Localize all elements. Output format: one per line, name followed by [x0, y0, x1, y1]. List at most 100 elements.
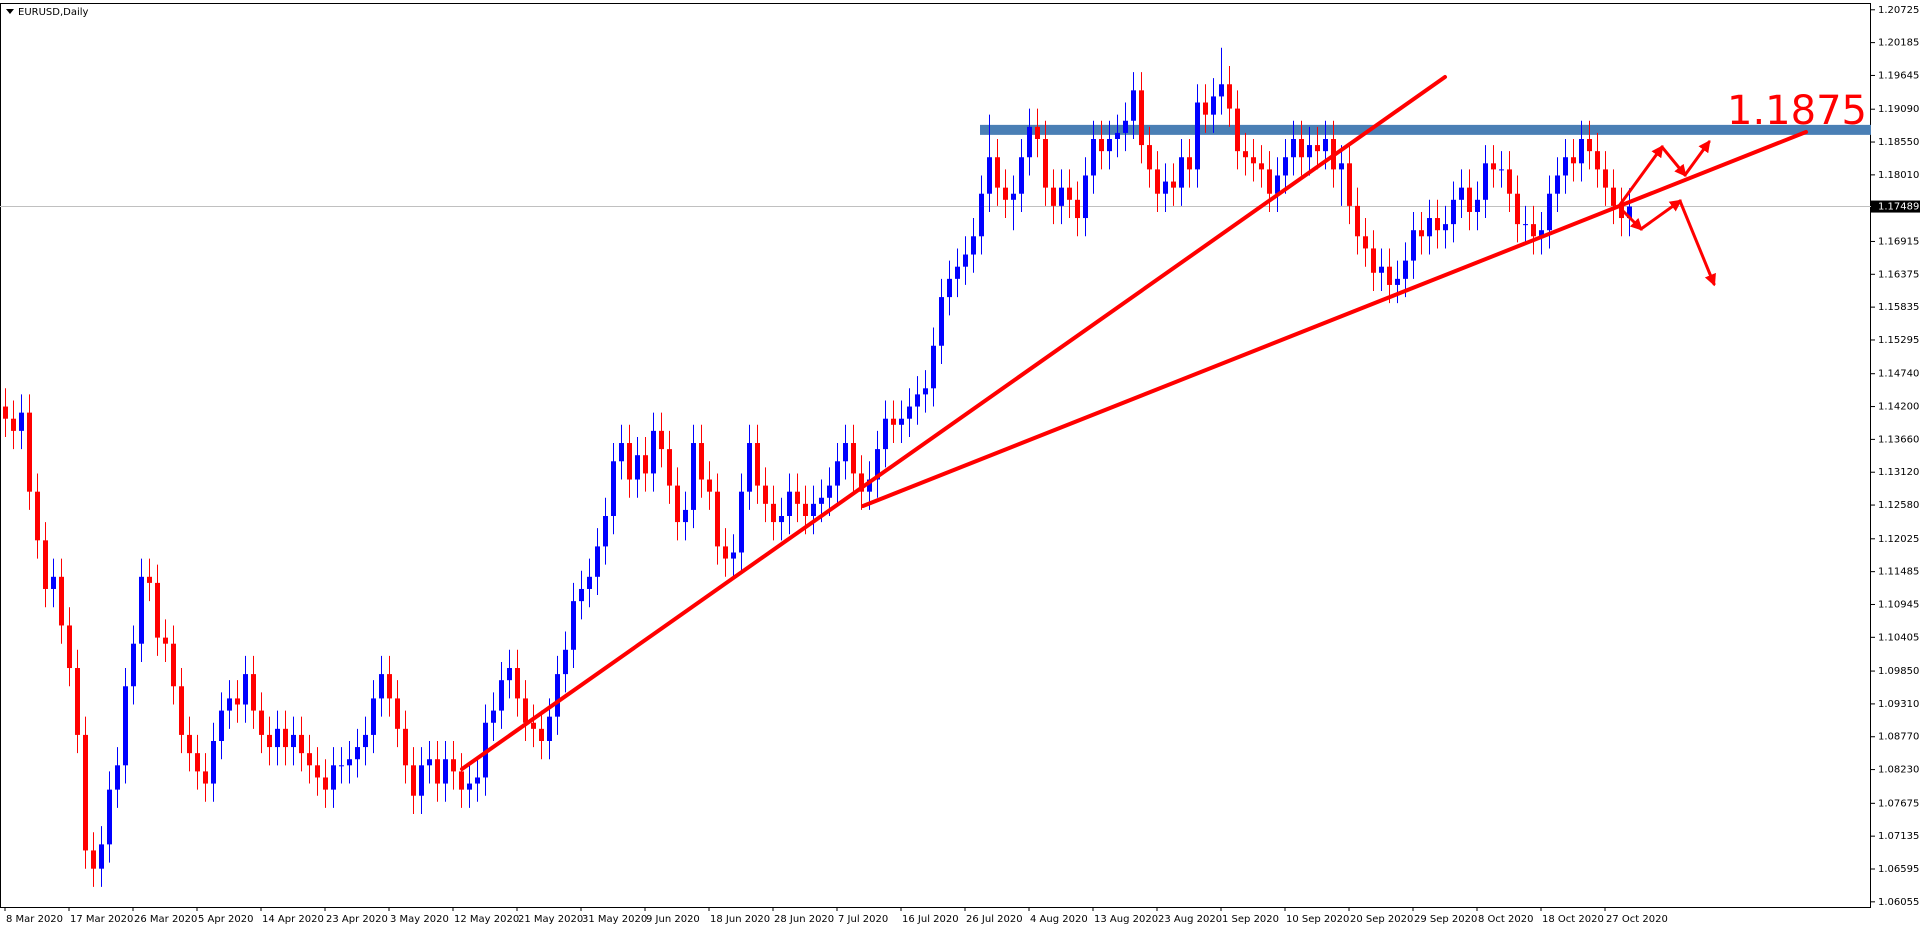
- candle-body: [1603, 169, 1608, 188]
- candle-body: [499, 680, 504, 711]
- x-tick-label: 10 Sep 2020: [1286, 914, 1349, 925]
- candle-body: [1043, 138, 1048, 188]
- y-tick-label: 1.08770: [1878, 732, 1919, 743]
- x-tick-label: 29 Sep 2020: [1414, 914, 1477, 925]
- menu-triangle[interactable]: [6, 9, 14, 14]
- candle-body: [603, 516, 608, 547]
- candle-body: [803, 503, 808, 517]
- candle-body: [403, 728, 408, 766]
- arrow: [1683, 140, 1711, 177]
- candle-body: [1155, 169, 1160, 194]
- candle-body: [1363, 236, 1368, 249]
- candle-body: [1531, 224, 1536, 237]
- candle-body: [1427, 218, 1432, 237]
- arrow: [1639, 199, 1682, 231]
- x-tick-label: 8 Oct 2020: [1478, 914, 1533, 925]
- candle-body: [1483, 163, 1488, 200]
- candle-body: [1003, 187, 1008, 200]
- candle-body: [1339, 163, 1344, 170]
- candle-body: [1395, 278, 1400, 285]
- y-tick-label: 1.19645: [1878, 70, 1919, 81]
- candle-body: [203, 771, 208, 784]
- candle-body: [1259, 163, 1264, 170]
- x-tick-label: 9 Jun 2020: [646, 914, 700, 925]
- candle-body: [835, 461, 840, 486]
- x-tick-label: 20 Sep 2020: [1350, 914, 1413, 925]
- candle-body: [507, 668, 512, 681]
- candle-body: [595, 546, 600, 577]
- candle-body: [875, 449, 880, 480]
- candle-body: [1475, 199, 1480, 212]
- candle-body: [123, 686, 128, 766]
- candle-body: [227, 698, 232, 711]
- candle-body: [1307, 145, 1312, 158]
- y-tick-label: 1.10405: [1878, 632, 1919, 643]
- candle-body: [1035, 126, 1040, 139]
- candle-body: [1451, 199, 1456, 225]
- x-tick-label: 5 Apr 2020: [198, 914, 253, 925]
- candle-body: [891, 418, 896, 425]
- candle-body: [1251, 157, 1256, 164]
- candle-body: [899, 418, 904, 425]
- candle-body: [923, 388, 928, 395]
- candle-body: [747, 443, 752, 492]
- candle-body: [1291, 138, 1296, 158]
- y-tick-label: 1.16375: [1878, 269, 1919, 280]
- candle-body: [75, 668, 80, 735]
- candle-body: [315, 765, 320, 778]
- candle-body: [1579, 138, 1584, 164]
- candle-body: [411, 765, 416, 796]
- candle-body: [1187, 157, 1192, 170]
- x-tick-label: 7 Jul 2020: [838, 914, 888, 925]
- candle-body: [1011, 193, 1016, 200]
- y-tick-label: 1.07675: [1878, 798, 1919, 809]
- candle-body: [1131, 90, 1136, 121]
- candle-body: [1379, 266, 1384, 273]
- chart-title: EURUSD,Daily: [18, 7, 89, 18]
- candle-body: [387, 674, 392, 699]
- candle-body: [1091, 138, 1096, 176]
- candle-body: [1315, 145, 1320, 152]
- y-tick-label: 1.15295: [1878, 335, 1919, 346]
- candle-body: [235, 698, 240, 705]
- candle-body: [1147, 145, 1152, 170]
- candle-body: [763, 485, 768, 504]
- plot-frame: [0, 3, 1871, 908]
- candle-body: [1171, 181, 1176, 188]
- candle-body: [731, 552, 736, 559]
- candle-body: [347, 759, 352, 766]
- y-tick-label: 1.20725: [1878, 5, 1919, 16]
- candle-body: [1243, 151, 1248, 158]
- candle-body: [115, 765, 120, 790]
- candle-body: [11, 418, 16, 431]
- x-tick-label: 31 May 2020: [582, 914, 647, 925]
- x-tick-label: 17 Mar 2020: [70, 914, 133, 925]
- candle-body: [1411, 230, 1416, 261]
- candle-body: [131, 643, 136, 687]
- candle-body: [1067, 187, 1072, 200]
- x-tick-label: 14 Apr 2020: [262, 914, 324, 925]
- y-tick-label: 1.14200: [1878, 402, 1919, 413]
- trend-line: [460, 75, 1447, 771]
- candle-body: [1019, 157, 1024, 194]
- candle-body: [1539, 230, 1544, 237]
- drawings: [460, 75, 1808, 771]
- candle-body: [1195, 102, 1200, 170]
- candle-body: [251, 674, 256, 711]
- candle-body: [1059, 187, 1064, 206]
- candle-body: [1115, 132, 1120, 139]
- candle-body: [907, 406, 912, 419]
- y-tick-label: 1.12025: [1878, 534, 1919, 545]
- candle-body: [627, 443, 632, 480]
- x-tick-label: 12 May 2020: [454, 914, 519, 925]
- candle-body: [691, 443, 696, 510]
- candle-body: [1355, 205, 1360, 237]
- candle-body: [1179, 157, 1184, 188]
- candle-body: [59, 576, 64, 626]
- y-tick-label: 1.14740: [1878, 369, 1919, 380]
- candle-body: [51, 576, 56, 589]
- candle-body: [995, 157, 1000, 188]
- candle-body: [1107, 138, 1112, 152]
- candle-body: [1587, 138, 1592, 152]
- candle-body: [283, 728, 288, 748]
